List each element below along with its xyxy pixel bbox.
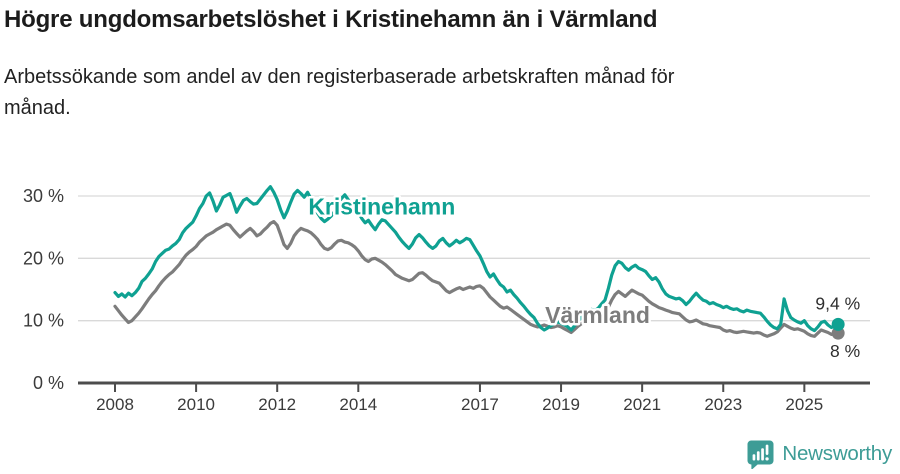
series-label-kristinehamn: Kristinehamn: [308, 194, 455, 220]
x-axis-label-2010: 2010: [177, 395, 215, 414]
x-axis-label-2023: 2023: [704, 395, 742, 414]
end-value-label-kristinehamn: 9,4 %: [815, 293, 860, 313]
y-axis-label-0: 0 %: [33, 373, 64, 393]
y-axis-label-10: 10 %: [23, 311, 64, 331]
x-axis-label-2021: 2021: [623, 395, 661, 414]
series-label-värmland: Värmland: [545, 302, 650, 328]
x-axis-label-2012: 2012: [258, 395, 296, 414]
x-axis-label-2025: 2025: [785, 395, 823, 414]
newsworthy-chart-bubble-icon: [747, 440, 774, 469]
series-line-kristinehamn: [113, 185, 840, 333]
end-dot-kristinehamn: [831, 317, 845, 331]
y-axis-label-30: 30 %: [23, 186, 64, 206]
x-axis-label-2019: 2019: [542, 395, 580, 414]
y-axis-label-20: 20 %: [23, 248, 64, 268]
brand-footer: Newsworthy: [746, 439, 892, 469]
page-title: Högre ungdomsarbetslöshet i Kristinehamn…: [4, 6, 658, 33]
chart-subtitle: Arbetssökande som andel av den registerb…: [4, 66, 675, 119]
brand-name: Newsworthy: [782, 442, 892, 465]
bar-chart-glyph: [752, 444, 770, 461]
x-axis-label-2017: 2017: [461, 395, 499, 414]
speech-bubble-shape: [747, 440, 774, 469]
series-line-värmland: [113, 220, 840, 338]
x-axis-label-2008: 2008: [96, 395, 134, 414]
end-value-label-värmland: 8 %: [830, 341, 860, 361]
x-axis-label-2014: 2014: [339, 395, 377, 414]
